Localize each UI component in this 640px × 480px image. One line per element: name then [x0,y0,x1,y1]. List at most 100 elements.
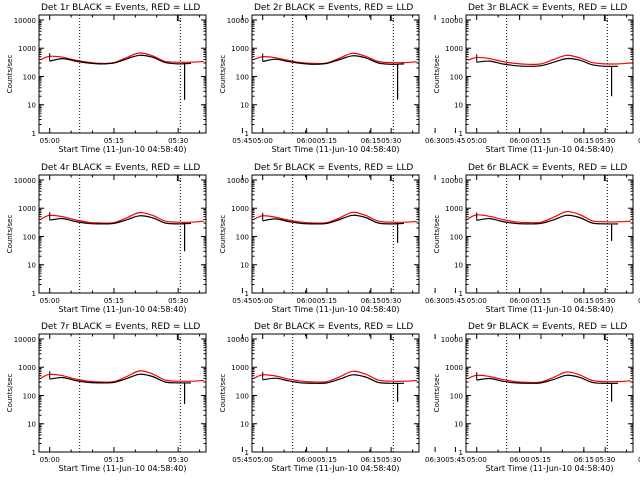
y-tick-label: 1000 [445,45,463,53]
x-tick-label: 05:45 [445,297,465,305]
plot-frame [465,14,634,134]
plot-frame [251,14,420,134]
x-axis-label: Start Time (11-Jun-10 04:58:40) [59,305,187,314]
series-events [49,373,192,384]
y-tick-label: 1000 [18,205,36,213]
corner-marker: L [176,174,181,184]
x-tick-label: 06:00 [297,456,317,464]
x-tick-label: 05:00 [253,297,273,305]
x-axis-label: Start Time (11-Jun-10 04:58:40) [272,305,400,314]
y-tick-label: 10 [454,262,463,270]
chart-title: Det 2r BLACK = Events, RED = LLD [254,3,413,13]
series-lld [253,211,417,224]
y-tick-label: 10 [240,102,249,110]
x-tick-label: 05:45 [445,456,465,464]
chart-title: Det 1r BLACK = Events, RED = LLD [41,3,200,13]
x-tick-label: 05:45 [232,456,252,464]
x-axis-label: Start Time (11-Jun-10 04:58:40) [272,464,400,473]
corner-marker: L [176,333,181,343]
chart-panel-8: Det 8r BLACK = Events, RED = LLD11010010… [219,322,640,473]
plot-frame [251,174,420,294]
y-tick-label: 100 [450,73,463,81]
series-lld [467,371,631,384]
y-tick-label: 1000 [445,205,463,213]
y-tick-label: 100 [236,392,249,400]
x-axis-label: Start Time (11-Jun-10 04:58:40) [59,145,187,154]
series-lld [40,52,204,65]
x-tick-label: 05:15 [531,137,551,145]
y-tick-label: 10000 [441,177,463,185]
x-tick-label: 06:15 [574,456,594,464]
x-tick-label: 05:00 [467,456,487,464]
y-tick-label: 10 [27,262,36,270]
chart-title: Det 5r BLACK = Events, RED = LLD [254,163,413,173]
y-tick-label: 10000 [227,336,249,344]
y-tick-label: 1 [459,449,463,457]
x-tick-label: 05:00 [467,297,487,305]
y-tick-label: 10000 [441,17,463,25]
y-tick-label: 10 [27,421,36,429]
x-tick-label: 05:00 [40,297,60,305]
x-tick-label: 06:00 [510,137,530,145]
x-axis-label: Start Time (11-Jun-10 04:58:40) [486,305,614,314]
corner-marker: L [176,14,181,24]
plot-frame [38,174,207,294]
chart-panel-3: Det 3r BLACK = Events, RED = LLD 1 10 100 10… [433,3,634,154]
y-tick-label: 1000 [18,364,36,372]
x-tick-label: 06:30 [638,456,640,464]
corner-marker: L [389,14,394,24]
chart-title: Det 3r BLACK = Events, RED = LLD [468,3,627,13]
chart-panel-6: Det 6r BLACK = Events, RED = LLD 1 10 100 10… [433,163,634,314]
x-tick-label: 05:15 [317,137,337,145]
y-tick-label: 1000 [231,45,249,53]
x-tick-label: 05:00 [253,456,273,464]
chart-panel-9: Det 9r BLACK = Events, RED = LLD 1 10 100 10… [433,322,634,473]
y-axis-label: Counts/sec [6,374,14,413]
y-tick-label: 1000 [231,205,249,213]
x-tick-label: 06:30 [638,137,640,145]
y-axis-label: Counts/sec [219,55,227,94]
x-tick-label: 06:30 [425,137,445,145]
y-tick-label: 1 [459,130,463,138]
y-axis-label: Counts/sec [433,215,441,254]
series-events [49,215,192,225]
plot-frame [465,333,634,453]
x-tick-label: 05:30 [168,456,188,464]
x-tick-label: 06:30 [425,456,445,464]
y-axis-label: Counts/sec [6,55,14,94]
x-tick-label: 05:00 [40,456,60,464]
x-tick-label: 06:15 [361,137,381,145]
series-lld [40,211,204,224]
y-tick-label: 10 [240,262,249,270]
chart-title: Det 4r BLACK = Events, RED = LLD [41,163,200,173]
chart-title: Det 6r BLACK = Events, RED = LLD [468,163,627,173]
series-events [476,374,619,384]
y-tick-label: 10000 [14,17,36,25]
y-tick-label: 10 [454,421,463,429]
x-tick-label: 06:00 [510,297,530,305]
x-axis-label: Start Time (11-Jun-10 04:58:40) [59,464,187,473]
x-axis-label: Start Time (11-Jun-10 04:58:40) [486,145,614,154]
x-tick-label: 05:30 [595,297,615,305]
x-tick-label: 05:15 [317,297,337,305]
x-tick-label: 06:15 [574,297,594,305]
y-tick-label: 100 [23,392,36,400]
corner-marker: L [389,174,394,184]
x-tick-label: 06:00 [297,137,317,145]
y-tick-label: 10 [454,102,463,110]
series-events [262,214,405,225]
series-events [476,214,619,225]
x-tick-label: 05:30 [168,137,188,145]
y-tick-label: 100 [450,392,463,400]
x-tick-label: 05:00 [40,137,60,145]
series-events [476,57,619,67]
x-tick-label: 05:30 [381,137,401,145]
y-tick-label: 1000 [445,364,463,372]
plot-frame [251,333,420,453]
y-tick-label: 10000 [14,177,36,185]
corner-marker: L [603,333,608,343]
series-lld [467,54,631,66]
y-tick-label: 1 [32,449,36,457]
x-tick-label: 06:15 [574,137,594,145]
